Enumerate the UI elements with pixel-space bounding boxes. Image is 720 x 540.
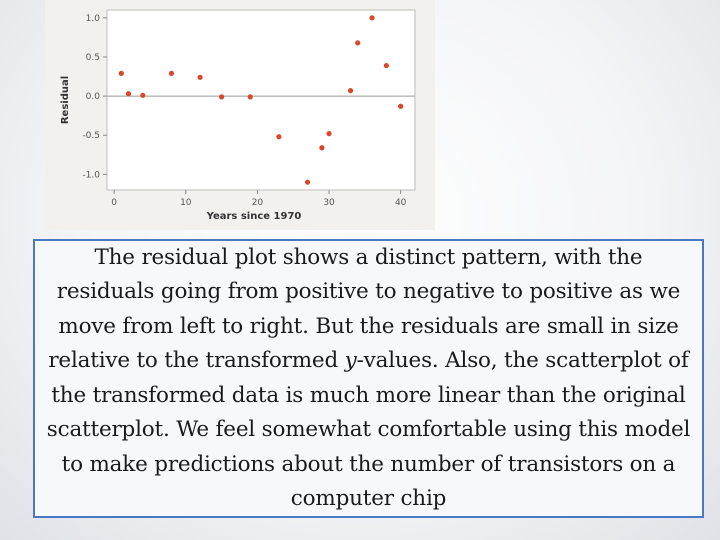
y-tick-label: -1.0 — [82, 170, 100, 180]
explanation-text: The residual plot shows a distinct patte… — [43, 241, 694, 517]
y-tick-label: 1.0 — [86, 14, 101, 24]
data-point — [304, 179, 311, 185]
data-point — [197, 74, 203, 80]
data-point — [355, 40, 361, 46]
y-tick-label: -0.5 — [82, 131, 100, 141]
data-point — [383, 62, 389, 69]
x-tick-label: 40 — [395, 198, 407, 208]
y-tick-label: 0.5 — [86, 53, 100, 63]
data-point — [326, 131, 332, 137]
x-axis-ticks: 0 10 20 30 40 — [111, 190, 407, 208]
explanation-box: The residual plot shows a distinct patte… — [33, 239, 704, 518]
y-axis-title: Residual — [60, 76, 71, 124]
data-point — [398, 103, 404, 109]
y-axis-ticks: 1.0 0.5 0.0 -0.5 -1.0 — [82, 14, 107, 180]
data-point — [369, 15, 375, 21]
data-point — [168, 70, 175, 76]
y-tick-label: 0.0 — [86, 92, 101, 102]
data-point — [319, 145, 325, 151]
data-point — [140, 92, 146, 98]
x-tick-label: 30 — [323, 198, 335, 208]
x-tick-label: 10 — [180, 198, 192, 208]
residual-plot-svg: 1.0 0.5 0.0 -0.5 -1.0 0 10 20 30 40 Residual Yea… — [60, 9, 416, 222]
explanation-text-part1: The residual plot shows a distinct patte… — [48, 244, 681, 374]
data-points — [118, 15, 404, 185]
x-tick-label: 0 — [111, 198, 117, 208]
x-axis-title: Years since 1970 — [206, 211, 302, 222]
data-point — [118, 70, 124, 76]
data-point — [347, 88, 354, 94]
plot-area — [106, 9, 416, 191]
data-point — [219, 94, 225, 100]
x-tick-label: 20 — [252, 198, 264, 208]
explanation-text-part2: -values. Also, the scatterplot of the tr… — [46, 348, 691, 511]
residual-plot: 1.0 0.5 0.0 -0.5 -1.0 0 10 20 30 40 Residual Yea… — [45, 0, 435, 230]
data-point — [247, 94, 253, 100]
data-point — [276, 134, 282, 140]
data-point — [125, 91, 132, 97]
y-variable: y — [344, 348, 357, 373]
